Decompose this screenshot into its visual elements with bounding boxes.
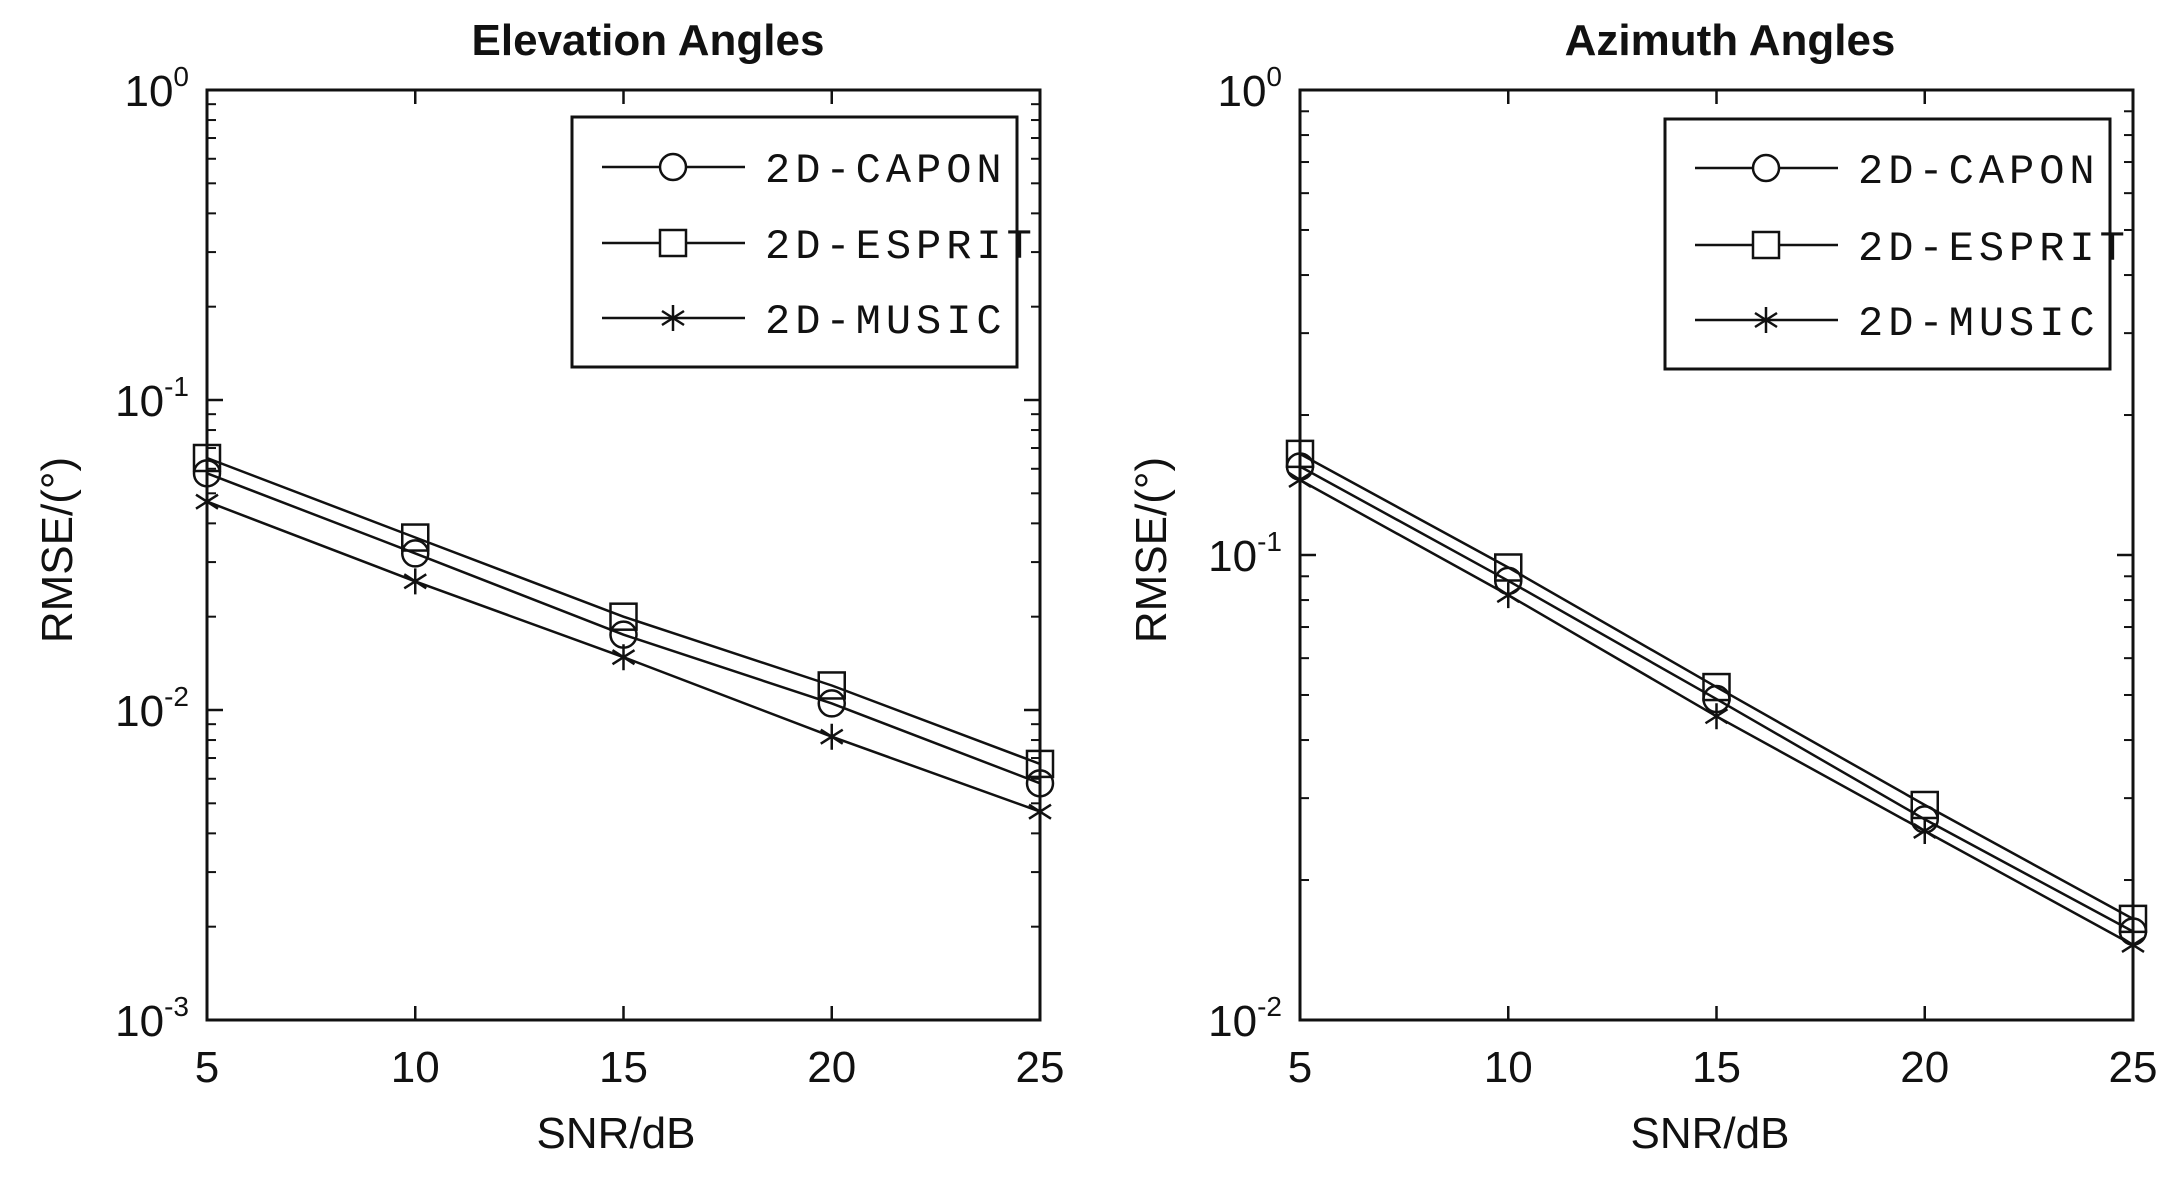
data-point-star: [611, 644, 636, 671]
legend-item-esprit: 2D-ESPRIT: [602, 223, 1037, 271]
data-point-star: [403, 568, 427, 595]
y-axis-label: RMSE/(°): [1127, 457, 1176, 643]
legend-item-capon: 2D-CAPON: [1695, 148, 2100, 196]
chart-title: Elevation Angles: [472, 16, 825, 65]
tick-labels: 10-3 10-2 10-1 100 5 10 15 20 25: [115, 61, 1064, 1092]
legend: 2D-CAPON 2D-ESPRIT 2D-MUSIC: [570, 115, 1037, 369]
data-point-circle: [817, 689, 846, 718]
y-tick-label: 100: [124, 61, 189, 116]
series-lines: [192, 443, 1055, 825]
legend-marker-star: [661, 305, 685, 331]
data-point-star: [1704, 703, 1729, 730]
y-tick-label: 10-1: [115, 371, 189, 426]
plot-frame: [1298, 88, 2135, 1022]
legend-item-esprit: 2D-ESPRIT: [1695, 225, 2130, 273]
y-tick-label: 100: [1217, 61, 1282, 116]
x-tick-label: 20: [807, 1043, 856, 1092]
data-point-star: [820, 723, 844, 750]
data-point-square: [609, 602, 638, 631]
x-tick-label: 10: [391, 1043, 440, 1092]
legend-marker-square: [658, 228, 688, 258]
x-tick-label: 5: [195, 1043, 219, 1092]
series-lines: [1285, 439, 2148, 958]
x-tick-label: 5: [1288, 1043, 1312, 1092]
legend-label: 2D-CAPON: [1858, 148, 2100, 196]
legend-item-music: 2D-MUSIC: [602, 298, 1007, 346]
x-axis-label: SNR/dB: [1631, 1109, 1790, 1158]
chart-title: Azimuth Angles: [1565, 16, 1896, 65]
x-tick-label: 25: [2109, 1043, 2158, 1092]
data-point-star: [1913, 817, 1937, 844]
x-tick-label: 15: [599, 1043, 648, 1092]
y-tick-label: 10-2: [1208, 991, 1282, 1046]
series-line-2d-capon: [206, 472, 1041, 785]
data-point-square: [401, 523, 430, 552]
legend-marker-circle: [658, 152, 688, 182]
azimuth-chart: Azimuth Angles RMSE/(°) SNR/dB 10-210-11…: [1127, 16, 2157, 1158]
x-tick-label: 25: [1016, 1043, 1065, 1092]
legend-item-music: 2D-MUSIC: [1695, 300, 2100, 348]
series-line-2d-esprit: [1299, 452, 2134, 920]
legend-item-capon: 2D-CAPON: [602, 147, 1007, 195]
legend-label: 2D-ESPRIT: [1858, 225, 2130, 273]
tick-labels: 10-2 10-1 100 5 10 15 20 25: [1208, 61, 2157, 1092]
series-line-2d-esprit: [206, 456, 1041, 766]
legend-label: 2D-ESPRIT: [765, 223, 1037, 271]
data-point-circle: [401, 539, 430, 568]
legend-marker-square: [1751, 230, 1781, 260]
legend-label: 2D-MUSIC: [1858, 300, 2100, 348]
y-tick-label: 10-3: [115, 991, 189, 1046]
y-axis-label: RMSE/(°): [33, 457, 82, 643]
data-point-square: [1494, 553, 1523, 582]
legend-label: 2D-MUSIC: [765, 298, 1007, 346]
x-tick-label: 10: [1484, 1043, 1533, 1092]
data-point-square: [1702, 672, 1731, 702]
y-tick-label: 10-1: [1208, 526, 1282, 581]
legend-marker-circle: [1751, 153, 1781, 183]
legend-marker-star: [1754, 307, 1778, 333]
x-tick-label: 15: [1692, 1043, 1741, 1092]
legend-label: 2D-CAPON: [765, 147, 1007, 195]
legend: 2D-CAPON 2D-ESPRIT 2D-MUSIC: [1663, 117, 2130, 371]
x-axis-label: SNR/dB: [537, 1109, 696, 1158]
plot-frame: [205, 88, 1042, 1022]
x-tick-label: 20: [1900, 1043, 1949, 1092]
elevation-chart: Elevation Angles RMSE/(°) SNR/dB 10-310-…: [33, 16, 1064, 1158]
data-point-star: [1496, 582, 1520, 609]
data-point-square: [817, 671, 846, 700]
y-tick-label: 10-2: [115, 681, 189, 736]
